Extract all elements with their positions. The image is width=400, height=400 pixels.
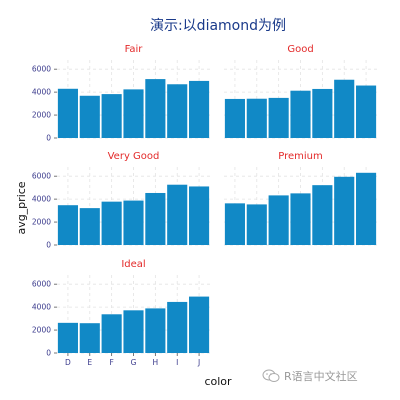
bar-premium-G bbox=[290, 193, 311, 245]
facet-panel-premium: Premium bbox=[224, 151, 377, 246]
bar-very-good-I bbox=[167, 184, 188, 245]
y-tick-label: 4000 bbox=[32, 303, 51, 312]
bar-good-E bbox=[246, 98, 267, 138]
facet-panel-good: Good bbox=[224, 44, 377, 139]
x-tick-label: J bbox=[197, 358, 200, 367]
bar-good-I bbox=[334, 79, 355, 138]
facet-panel-very-good: Very Good 0 2000 4000 6000 bbox=[32, 151, 210, 250]
y-tick-label: 6000 bbox=[32, 172, 51, 181]
y-axis-title: avg_price bbox=[15, 181, 28, 234]
bar-fair-G bbox=[123, 89, 144, 138]
x-tick-label: F bbox=[109, 358, 113, 367]
bar-very-good-E bbox=[79, 208, 100, 245]
bar-very-good-G bbox=[123, 200, 144, 245]
bar-fair-F bbox=[101, 94, 122, 138]
bar-very-good-D bbox=[57, 205, 78, 245]
bar-premium-I bbox=[334, 176, 355, 245]
y-tick-label: 2000 bbox=[32, 111, 51, 120]
bar-ideal-D bbox=[57, 322, 78, 353]
bar-premium-H bbox=[312, 185, 333, 245]
bar-good-G bbox=[290, 90, 311, 138]
bar-good-J bbox=[356, 85, 377, 138]
watermark: R语言中文社区 bbox=[262, 368, 358, 384]
facet-title: Fair bbox=[125, 44, 144, 55]
bar-ideal-H bbox=[145, 308, 166, 353]
facet-title: Very Good bbox=[108, 151, 160, 162]
facet-panel-fair: Fair 0 2000 4000 6000 bbox=[32, 44, 210, 143]
x-tick-label: G bbox=[131, 358, 137, 367]
chart-title: 演示:以diamond为例 bbox=[150, 18, 286, 34]
x-tick-label: D bbox=[65, 358, 71, 367]
bar-good-D bbox=[224, 98, 245, 138]
x-tick-label: I bbox=[176, 358, 178, 367]
bar-premium-F bbox=[268, 195, 289, 245]
facet-title: Premium bbox=[278, 151, 323, 162]
bar-very-good-F bbox=[101, 201, 122, 245]
bar-very-good-H bbox=[145, 192, 166, 245]
y-tick-label: 2000 bbox=[32, 326, 51, 335]
bar-ideal-I bbox=[167, 301, 188, 353]
facet-panels: Fair 0 2000 4000 6000 Good Very Good 0 2000 4000 6… bbox=[32, 44, 377, 367]
wechat-icon bbox=[262, 369, 280, 382]
y-tick-label: 6000 bbox=[32, 280, 51, 289]
y-tick-label: 0 bbox=[46, 134, 51, 143]
watermark-text: R语言中文社区 bbox=[284, 370, 358, 383]
y-tick-label: 0 bbox=[46, 241, 51, 250]
bar-ideal-G bbox=[123, 310, 144, 353]
x-tick-label: H bbox=[153, 358, 159, 367]
bar-fair-D bbox=[57, 88, 78, 138]
bar-premium-D bbox=[224, 203, 245, 245]
bar-fair-H bbox=[145, 79, 166, 138]
y-tick-label: 0 bbox=[46, 349, 51, 358]
bar-ideal-F bbox=[101, 314, 122, 353]
bar-ideal-J bbox=[189, 296, 210, 353]
facet-panel-ideal: Ideal 0 2000 4000 6000 D E F G H I J bbox=[32, 259, 210, 367]
bar-premium-J bbox=[356, 172, 377, 245]
y-tick-label: 4000 bbox=[32, 195, 51, 204]
x-tick-label: E bbox=[87, 358, 92, 367]
bar-fair-E bbox=[79, 95, 100, 138]
bar-good-F bbox=[268, 97, 289, 138]
x-axis-title: color bbox=[204, 375, 232, 388]
y-tick-label: 6000 bbox=[32, 65, 51, 74]
y-tick-label: 2000 bbox=[32, 218, 51, 227]
bar-fair-J bbox=[189, 80, 210, 138]
y-tick-label: 4000 bbox=[32, 88, 51, 97]
bar-very-good-J bbox=[189, 186, 210, 245]
bar-good-H bbox=[312, 88, 333, 138]
facet-title: Ideal bbox=[121, 259, 145, 270]
bar-premium-E bbox=[246, 204, 267, 245]
bar-fair-I bbox=[167, 84, 188, 138]
facet-title: Good bbox=[287, 44, 313, 55]
bar-ideal-E bbox=[79, 323, 100, 353]
